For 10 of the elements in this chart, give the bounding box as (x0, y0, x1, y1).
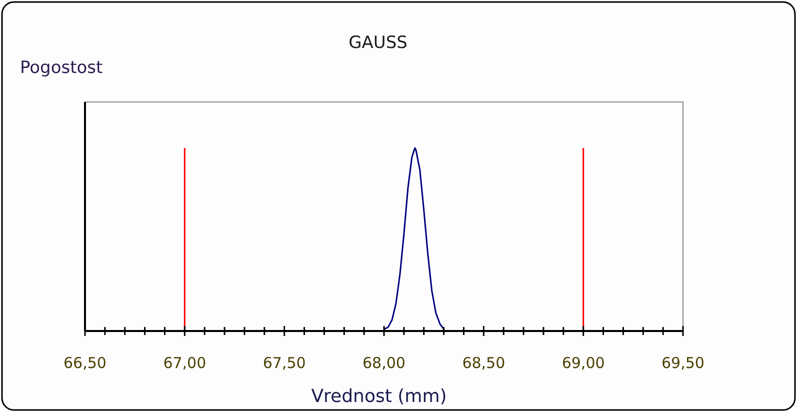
chart-title: GAUSS (348, 33, 408, 53)
y-axis-title: Pogostost (20, 58, 104, 78)
x-tick-label: 66,50 (64, 354, 106, 372)
x-axis-title: Vrednost (mm) (311, 386, 447, 407)
x-tick-label: 69,50 (662, 354, 704, 372)
x-tick-label: 68,00 (362, 354, 406, 372)
x-tick-label: 69,00 (562, 354, 605, 372)
x-tick-label: 68,50 (462, 354, 506, 372)
x-tick-label: 67,50 (262, 354, 306, 372)
x-tick-label: 67,00 (163, 354, 206, 372)
